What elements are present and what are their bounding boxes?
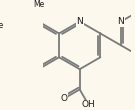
Text: OH: OH <box>82 100 96 109</box>
Text: O: O <box>61 94 68 103</box>
Text: Me: Me <box>33 0 44 9</box>
Text: N: N <box>76 17 83 26</box>
Text: Me: Me <box>0 21 3 30</box>
Text: N: N <box>118 17 124 26</box>
